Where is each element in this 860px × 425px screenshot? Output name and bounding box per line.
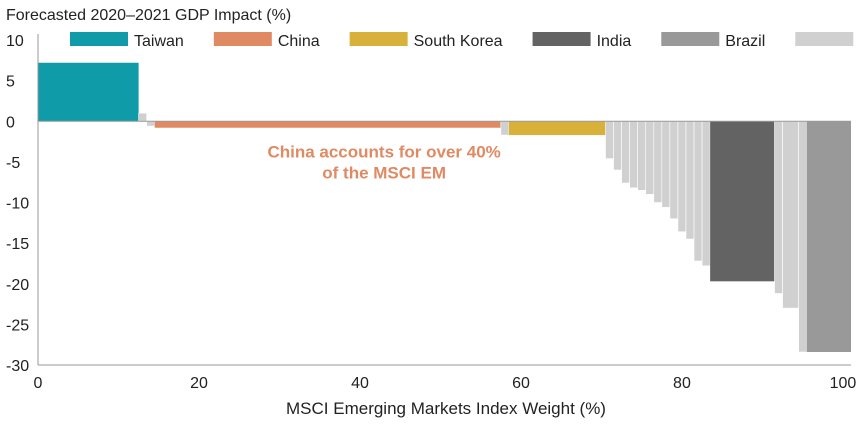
y-tick-label: -10 (6, 196, 29, 213)
legend-item-other: Other (795, 32, 860, 50)
x-tick-label: 40 (351, 375, 369, 392)
legend-item-india: India (532, 32, 632, 50)
bar-other-20 (774, 120, 783, 294)
bar-other-9 (629, 120, 638, 189)
x-tick-label: 20 (190, 375, 208, 392)
y-tick-label: -15 (6, 236, 29, 253)
bar-other-22 (798, 120, 808, 353)
bar-south-korea-5 (508, 121, 606, 136)
legend-swatch (661, 32, 720, 46)
legend-swatch (70, 32, 128, 46)
bar-other-18 (701, 120, 711, 267)
legend-item-brazil: Brazil (661, 32, 765, 50)
legend-swatch (532, 32, 591, 46)
bar-other-11 (645, 120, 655, 195)
bar-taiwan-0 (38, 62, 139, 122)
legend-label: India (597, 33, 632, 50)
y-tick-label: 5 (6, 74, 15, 91)
bar-other-17 (693, 120, 703, 262)
legend-item-china: China (213, 32, 320, 50)
bar-other-14 (669, 120, 679, 220)
y-tick-label: -5 (6, 155, 20, 172)
bar-other-2 (146, 120, 156, 127)
chart-title: Forecasted 2020–2021 GDP Impact (%) (6, 7, 291, 24)
x-axis-label: MSCI Emerging Markets Index Weight (%) (286, 399, 606, 418)
x-tick-label: 0 (34, 375, 43, 392)
x-tick-label: 80 (673, 375, 691, 392)
bar-other-6 (605, 120, 614, 159)
legend-swatch (349, 32, 408, 46)
annotation: China accounts for over 40% of the MSCI E… (267, 143, 500, 183)
y-tick-label: -30 (6, 358, 29, 375)
legend-label: China (278, 33, 320, 50)
bars-layer (38, 62, 851, 353)
bar-other-15 (677, 120, 687, 233)
bar-other-10 (637, 120, 647, 191)
legend-label: South Korea (414, 33, 503, 50)
y-tick-label: -25 (6, 317, 29, 334)
bar-other-21 (782, 120, 799, 309)
x-tick-label: 60 (512, 375, 530, 392)
x-tick-label: 100 (830, 375, 857, 392)
bar-other-4 (500, 120, 510, 136)
bar-other-12 (653, 120, 663, 203)
axis-layer: 10 5 0 -5 -10 -15 -20 -25 -30 0 20 40 60 80 100 (6, 33, 856, 392)
legend: Taiwan China South Korea India Brazil Other (70, 32, 860, 50)
bar-other-7 (613, 120, 622, 171)
bar-brazil-23 (806, 121, 851, 352)
legend-swatch (795, 32, 854, 46)
annotation-line-2: of the MSCI EM (322, 164, 446, 183)
legend-label: Taiwan (134, 33, 184, 50)
y-tick-label: 10 (6, 33, 24, 50)
legend-label: Brazil (725, 33, 765, 50)
bar-india-19 (710, 121, 775, 282)
bar-other-13 (661, 120, 671, 208)
legend-item-taiwan: Taiwan (70, 32, 184, 50)
bar-other-1 (138, 112, 147, 122)
annotation-line-1: China accounts for over 40% (267, 143, 500, 162)
bar-other-8 (621, 120, 630, 184)
legend-swatch (213, 32, 272, 46)
bar-china-3 (154, 121, 501, 128)
bar-other-16 (685, 120, 695, 240)
legend-item-south-korea: South Korea (349, 32, 503, 50)
y-tick-label: 0 (6, 114, 15, 131)
y-tick-label: -20 (6, 277, 29, 294)
